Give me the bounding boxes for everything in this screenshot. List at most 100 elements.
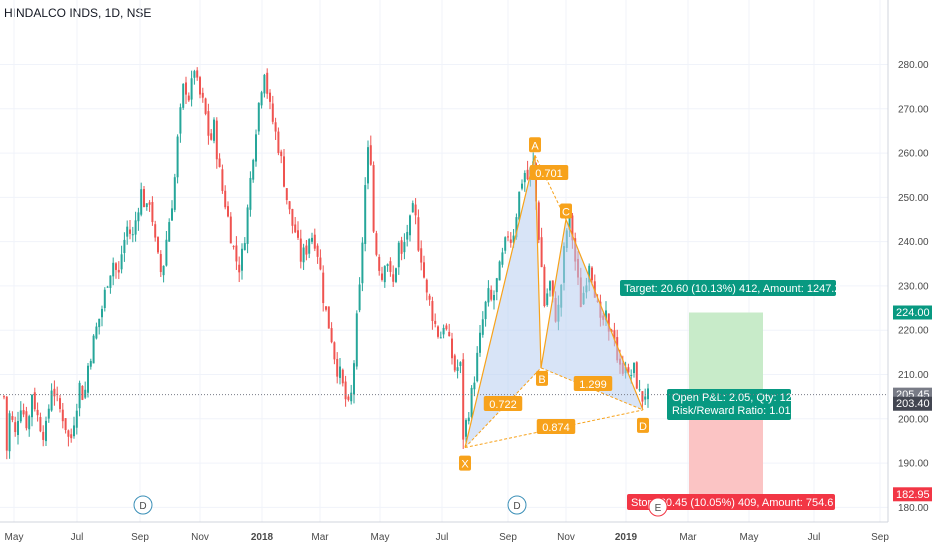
candle-body — [409, 215, 411, 236]
candle-body — [269, 92, 271, 102]
pattern-ratio-label: 0.874 — [542, 422, 570, 434]
candle-body — [627, 367, 630, 373]
candle-body — [313, 234, 316, 249]
candle-body — [484, 301, 487, 320]
candle-body — [112, 262, 115, 277]
candle-body — [375, 233, 378, 255]
candle-body — [297, 230, 299, 238]
candle-body — [571, 215, 574, 241]
candle-body — [417, 217, 420, 251]
candle-body — [232, 246, 235, 248]
pattern-ratio-box — [573, 376, 613, 391]
candle-body — [246, 207, 249, 244]
candle-body — [428, 295, 431, 300]
candle-body — [229, 216, 232, 244]
y-tick-label: 230.00 — [898, 281, 929, 292]
candle-body — [397, 242, 400, 268]
chart-title: HINDALCO INDS, 1D, NSE — [4, 6, 152, 20]
candle-body — [95, 326, 98, 339]
target-price-box — [893, 305, 932, 320]
candle-body — [647, 388, 649, 400]
candle-body — [521, 183, 523, 189]
candle-body — [322, 272, 325, 304]
candle-body — [204, 98, 207, 114]
candle-body — [434, 320, 437, 324]
x-tick-label: Mar — [311, 532, 329, 543]
candle-body — [327, 306, 330, 329]
candle-body — [442, 327, 445, 335]
candle-body — [162, 265, 165, 276]
candle-body — [31, 394, 33, 418]
candle-body — [308, 239, 311, 254]
candle-body — [283, 156, 285, 187]
candle-body — [551, 280, 554, 297]
candle-body — [543, 266, 546, 307]
candle-body — [257, 102, 260, 132]
candle-body — [187, 95, 190, 101]
candle-body — [423, 262, 425, 278]
candle-body — [523, 172, 526, 183]
x-tick-label: Sep — [131, 532, 149, 543]
candle-body — [109, 275, 112, 288]
candle-body — [115, 263, 117, 270]
pattern-point-label: C — [562, 207, 570, 219]
candle-body — [25, 411, 28, 429]
candle-body — [134, 220, 137, 235]
candle-body — [249, 177, 252, 210]
candle-body — [75, 410, 78, 428]
pnl-label: Open P&L: 2.05, Qty: 12 — [672, 392, 792, 404]
candle-body — [145, 203, 148, 208]
candle-body — [498, 261, 501, 281]
candle-body — [420, 248, 423, 263]
pattern-point-label: A — [531, 140, 539, 152]
candle-body — [512, 235, 515, 243]
candle-body — [285, 188, 288, 201]
candle-body — [157, 237, 159, 253]
candle-body — [330, 328, 333, 343]
candle-body — [395, 268, 397, 282]
candle-body — [171, 208, 173, 221]
candle-body — [389, 261, 392, 272]
candle-body — [36, 409, 39, 416]
candle-body — [221, 169, 224, 191]
candle-body — [19, 410, 22, 422]
candle-body — [537, 202, 540, 240]
candle-body — [98, 318, 101, 328]
candle-body — [39, 417, 42, 432]
pattern-ratio-box — [536, 419, 576, 434]
candle-body — [11, 416, 14, 420]
candle-body — [271, 103, 274, 122]
candle-body — [361, 242, 364, 284]
candle-body — [613, 330, 616, 340]
pattern-ratio-label: 1.299 — [579, 379, 607, 391]
candle-body — [630, 375, 633, 377]
candle-body — [101, 308, 103, 318]
dividend-marker — [133, 495, 153, 515]
candle-body — [403, 242, 406, 253]
y-tick-label: 280.00 — [898, 60, 929, 71]
candle-body — [201, 92, 204, 98]
candle-body — [490, 289, 493, 300]
candle-body — [311, 237, 313, 242]
y-tick-label: 270.00 — [898, 104, 929, 115]
candle-body — [81, 385, 84, 400]
x-tick-label: 2018 — [251, 532, 274, 543]
dividend-marker — [507, 495, 527, 515]
candle-body — [131, 234, 134, 236]
stop-price-box — [893, 487, 932, 502]
candle-body — [526, 169, 529, 180]
candle-body — [3, 396, 5, 398]
candle-body — [353, 363, 355, 395]
candle-body — [213, 119, 215, 141]
candle-body — [50, 390, 53, 411]
earnings-marker — [648, 497, 668, 517]
x-tick-label: May — [5, 532, 24, 543]
candle-body — [467, 417, 470, 422]
candle-body — [176, 136, 179, 178]
dividend-marker-label: D — [139, 501, 146, 512]
candle-body — [546, 293, 549, 305]
candle-body — [473, 382, 476, 390]
candle-body — [193, 71, 196, 78]
